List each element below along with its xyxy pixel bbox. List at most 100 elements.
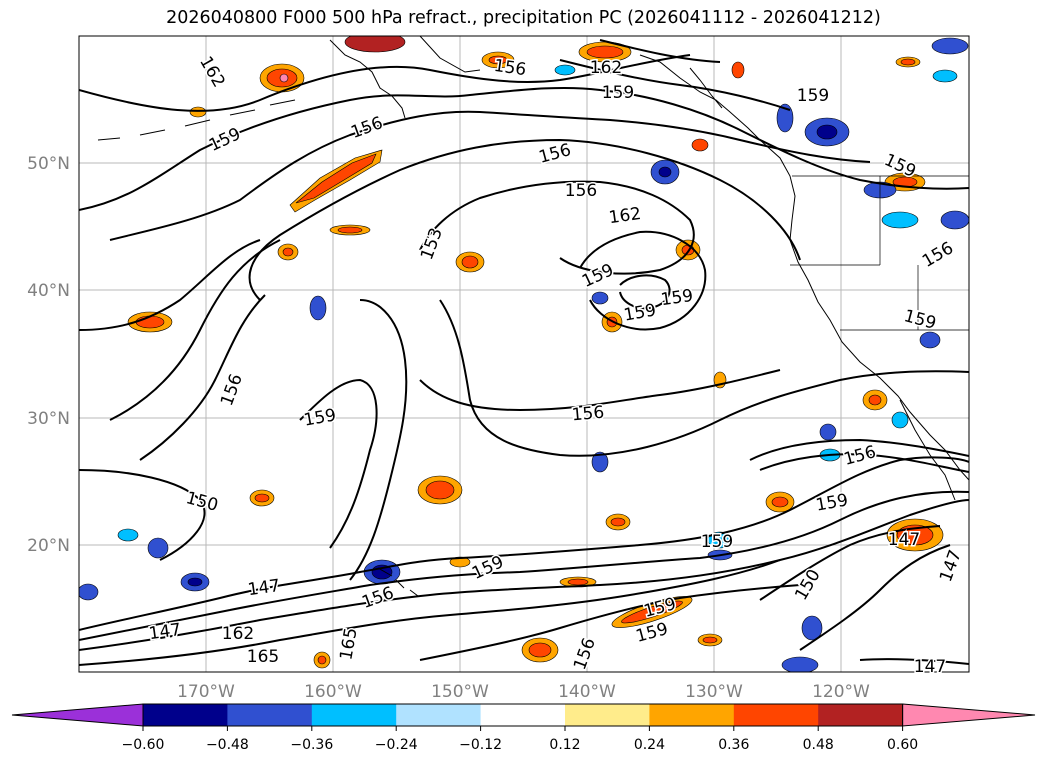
precip-blob (868, 394, 882, 406)
precip-blob (591, 451, 609, 473)
precip-blob (117, 528, 139, 542)
colorbar-cell (396, 704, 482, 726)
colorbar-tick-label: −0.12 (459, 737, 502, 753)
precip-blob (79, 583, 99, 601)
precip-blob (932, 69, 958, 83)
precip-blob (189, 106, 207, 118)
contour-line (79, 469, 206, 561)
contour-label: 159 (602, 83, 634, 103)
precipitation-shading (79, 36, 969, 672)
aleutian-islands (97, 99, 296, 141)
map-title: 2026040800 F000 500 hPa refract., precip… (166, 8, 881, 28)
colorbar-tick-label: 0.36 (718, 737, 749, 753)
colorbar-tick-label: 0.24 (634, 737, 665, 753)
colorbar-cell (143, 704, 228, 726)
precip-blob (567, 578, 589, 586)
colorbar-cell (311, 704, 397, 726)
border-states (790, 176, 969, 331)
contour-line (559, 39, 791, 111)
precip-blob (707, 531, 733, 549)
precip-blob (488, 55, 508, 65)
coastlines (97, 36, 969, 597)
precip-blob (731, 61, 745, 79)
contour-line (799, 544, 951, 651)
colorbar-tick-label: −0.60 (122, 737, 165, 753)
lon-label: 160°W (304, 682, 362, 702)
precip-blob (254, 493, 270, 503)
precip-blob (801, 615, 823, 641)
coastline-baja (899, 399, 956, 501)
precip-blob (816, 124, 838, 140)
precip-blob (771, 496, 789, 508)
precip-blob (337, 226, 363, 234)
colorbar-tick-label: 0.48 (803, 737, 834, 753)
contour-line (419, 180, 695, 275)
contour-label: 165 (247, 647, 279, 667)
precip-blob (309, 295, 327, 321)
map-panel (78, 35, 970, 673)
colorbar-cell (227, 704, 313, 726)
lat-label: 20°N (27, 536, 70, 556)
contour-line (79, 490, 969, 641)
contour-line (139, 294, 266, 461)
precip-blob (586, 45, 624, 59)
contour-line (79, 499, 969, 651)
colorbar-cell (480, 704, 566, 726)
precip-blob (591, 291, 609, 305)
colorbar-tick-label: −0.48 (206, 737, 249, 753)
precip-blob (610, 517, 626, 527)
colorbar-cell (565, 704, 650, 726)
precip-blob (691, 138, 709, 152)
map-frame (78, 35, 970, 673)
contour-line (79, 239, 261, 331)
contour-line (859, 658, 969, 665)
precip-blob (919, 331, 941, 349)
colorbar: −0.60 −0.48 −0.36 −0.24 −0.12 0.12 0.24 0.36 0.4… (11, 703, 1036, 753)
precip-blob (317, 655, 327, 665)
contour-line (619, 274, 671, 310)
lon-label: 150°W (431, 682, 489, 702)
colorbar-tick-label: −0.24 (375, 737, 418, 753)
colorbar-cell (733, 704, 819, 726)
colorbar-frame (142, 703, 904, 727)
contour-label: 156 (565, 181, 597, 201)
colorbar-ticks: −0.60 −0.48 −0.36 −0.24 −0.12 0.12 0.24 0.36 0.4… (122, 726, 918, 753)
precip-blob (881, 211, 919, 229)
precip-blob (282, 247, 294, 257)
contour-line (759, 525, 941, 601)
lon-label: 130°W (685, 682, 743, 702)
lat-label: 50°N (27, 154, 70, 174)
precip-blob (776, 103, 794, 133)
lon-label: 140°W (558, 682, 616, 702)
precip-blob (819, 423, 837, 441)
lon-label: 170°W (177, 682, 235, 702)
axis-labels: 50°N 40°N 30°N 20°N 170°W 160°W 150°W 14… (27, 154, 870, 702)
coastline-alaska (329, 36, 761, 141)
contour-label: 159 (797, 86, 829, 106)
colorbar-tick-label: 0.12 (549, 737, 580, 753)
precip-blob (658, 166, 672, 178)
contour-line (439, 299, 969, 457)
contour-label: 147 (888, 530, 920, 550)
colorbar-tick-label: 0.60 (887, 737, 918, 753)
precip-blob (702, 636, 718, 644)
contour-line (248, 138, 801, 301)
contour-line (579, 230, 707, 331)
precip-blob (279, 73, 289, 83)
refractivity-contours (79, 39, 969, 666)
precip-blob (135, 315, 165, 329)
colorbar-extend-high (902, 703, 1036, 727)
contour-label: 147 (914, 657, 946, 677)
precip-blob (931, 37, 969, 55)
contour-label: 159 (701, 532, 733, 552)
precip-blob (461, 255, 479, 269)
lat-label: 40°N (27, 281, 70, 301)
contour-line (79, 456, 969, 631)
precip-blob (900, 58, 916, 66)
contour-line (109, 110, 871, 241)
contour-label: 156 (571, 403, 605, 426)
precip-blob (781, 656, 819, 672)
lat-label: 30°N (27, 409, 70, 429)
coastline-west (759, 139, 969, 481)
